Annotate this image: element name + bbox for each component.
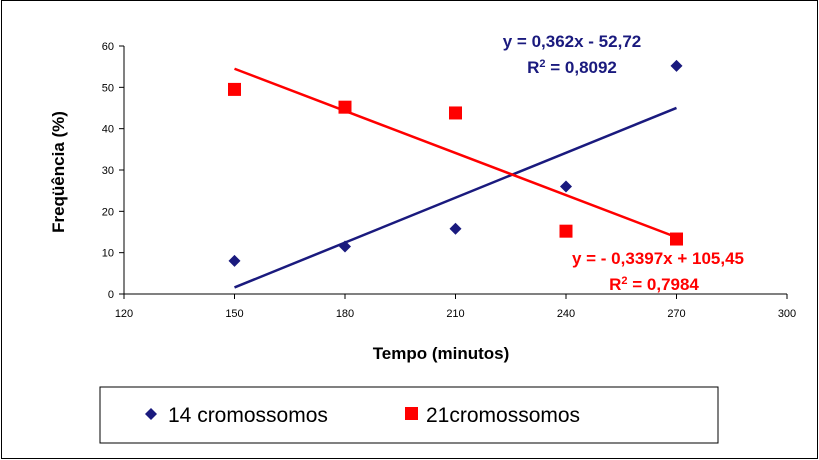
- r-squared-value-14: = 0,8092: [546, 58, 617, 77]
- x-tick-label: 210: [446, 308, 464, 320]
- data-point-square: [559, 224, 573, 238]
- y-tick-label: 60: [102, 41, 114, 53]
- legend-label-14-cromossomos: 14 cromossomos: [168, 404, 328, 427]
- data-point-square: [670, 232, 683, 246]
- y-tick-label: 0: [108, 289, 114, 301]
- x-tick-label: 270: [667, 308, 685, 320]
- data-point-diamond: [228, 254, 241, 267]
- legend-label-21cromossomos: 21cromossomos: [426, 404, 580, 427]
- equation-21-cromossomos: y = - 0,3397x + 105,45: [572, 249, 744, 268]
- legend-marker-square: [405, 407, 418, 420]
- data-point-diamond: [339, 240, 351, 253]
- data-point-diamond: [670, 59, 683, 72]
- y-tick-label: 10: [102, 248, 114, 260]
- trendline-series-0: [234, 106, 677, 289]
- x-tick-label: 240: [557, 308, 575, 320]
- x-axis-title: Tempo (minutos): [373, 344, 510, 363]
- data-point-square: [228, 82, 241, 96]
- x-tick-label: 150: [225, 308, 243, 320]
- y-tick-label: 50: [102, 82, 114, 94]
- x-tick-label: 180: [336, 308, 354, 320]
- data-points: [228, 59, 683, 267]
- axis-ticks: 0 10 20 30 40 50 60 120 150 180 210 240 270 300: [102, 41, 796, 320]
- x-tick-label: 300: [778, 308, 796, 320]
- r-squared-21-cromossomos: R2 = 0,7984: [609, 275, 699, 294]
- r-squared-14-cromossomos: R2 = 0,8092: [527, 58, 617, 77]
- equation-14-cromossomos: y = 0,362x - 52,72: [503, 32, 641, 51]
- data-point-square: [449, 106, 462, 120]
- x-tick-label: 120: [115, 308, 133, 320]
- legend-marker-diamond: [145, 408, 157, 420]
- legend: 14 cromossomos 21cromossomos: [99, 386, 719, 444]
- data-point-square: [338, 100, 352, 114]
- data-point-diamond: [449, 222, 462, 235]
- trendlines: [234, 67, 677, 289]
- r-squared-exponent: 2: [621, 275, 627, 287]
- y-tick-label: 40: [102, 124, 114, 136]
- r-squared-exponent: 2: [539, 58, 545, 70]
- y-tick-label: 30: [102, 165, 114, 177]
- y-axis-title: Freqüência (%): [49, 111, 68, 233]
- trendline-series-1: [234, 67, 677, 239]
- r-squared-value-21: = 0,7984: [628, 275, 700, 294]
- data-point-diamond: [560, 180, 572, 193]
- y-tick-label: 20: [102, 206, 114, 218]
